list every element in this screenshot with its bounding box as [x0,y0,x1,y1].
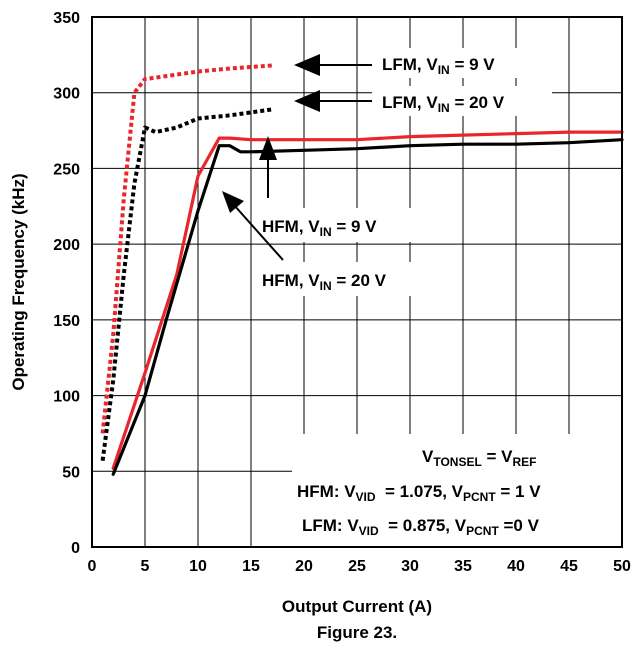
conditions-bg [292,434,622,546]
y-tick-label: 250 [53,161,80,178]
conditions-line1: VTONSEL = VREF [422,447,537,469]
series-line-lfm-vin-20-v [100,107,273,461]
x-tick-label: 30 [401,558,419,575]
x-tick-label: 15 [242,558,260,575]
y-tick-label: 150 [53,313,80,330]
arrow-head-hfm9 [259,136,277,160]
x-tick-label: 0 [88,558,97,575]
label-bg-lfm20 [372,86,552,116]
plot-frame [91,16,623,548]
tick-labels: 0 5 10 15 20 25 30 35 40 45 50 0 50 100 150 200 250 300 35… [53,10,631,575]
label-hfm20: HFM, VIN = 20 V [262,271,387,293]
y-tick-label: 300 [53,86,80,103]
annotations: LFM, VIN = 9 V LFM, VIN = 20 V HFM, VIN … [222,48,552,296]
y-tick-label: 50 [62,464,80,481]
conditions-line2: HFM: VVID = 1.075, VPCNT = 1 V [297,482,541,504]
x-tick-label: 40 [507,558,525,575]
series-layer [100,63,624,476]
x-tick-label: 50 [613,558,631,575]
series-line-hfm-vin-9-v [111,130,624,470]
label-bg-hfm9 [256,208,424,242]
y-tick-label: 350 [53,10,80,27]
arrow-head-lfm9 [294,54,320,76]
x-tick-label: 25 [348,558,366,575]
label-bg-hfm20 [256,262,434,296]
y-axis-title: Operating Frequency (kHz) [9,173,28,390]
y-tick-label: 0 [71,540,80,557]
label-lfm9: LFM, VIN = 9 V [382,55,495,77]
label-bg-lfm9 [372,48,532,78]
conditions-box: VTONSEL = VREF HFM: VVID = 1.075, VPCNT … [292,434,622,546]
x-tick-label: 5 [141,558,150,575]
arrow-head-hfm20 [222,191,244,213]
conditions-line3: LFM: VVID = 0.875, VPCNT =0 V [302,516,540,538]
x-tick-label: 20 [295,558,313,575]
series-line-lfm-vin-9-v [100,63,273,434]
x-tick-label: 45 [560,558,578,575]
y-tick-label: 200 [53,237,80,254]
x-axis-title: Output Current (A) [282,597,432,616]
series-line-hfm-vin-20-v [111,138,624,476]
label-lfm20: LFM, VIN = 20 V [382,93,505,115]
x-tick-label: 35 [454,558,472,575]
arrow-head-lfm20 [294,90,320,112]
label-hfm9: HFM, VIN = 9 V [262,217,377,239]
y-tick-label: 100 [53,389,80,406]
x-tick-label: 10 [189,558,207,575]
figure-caption: Figure 23. [317,623,397,642]
arrow-line-hfm20 [233,204,284,261]
